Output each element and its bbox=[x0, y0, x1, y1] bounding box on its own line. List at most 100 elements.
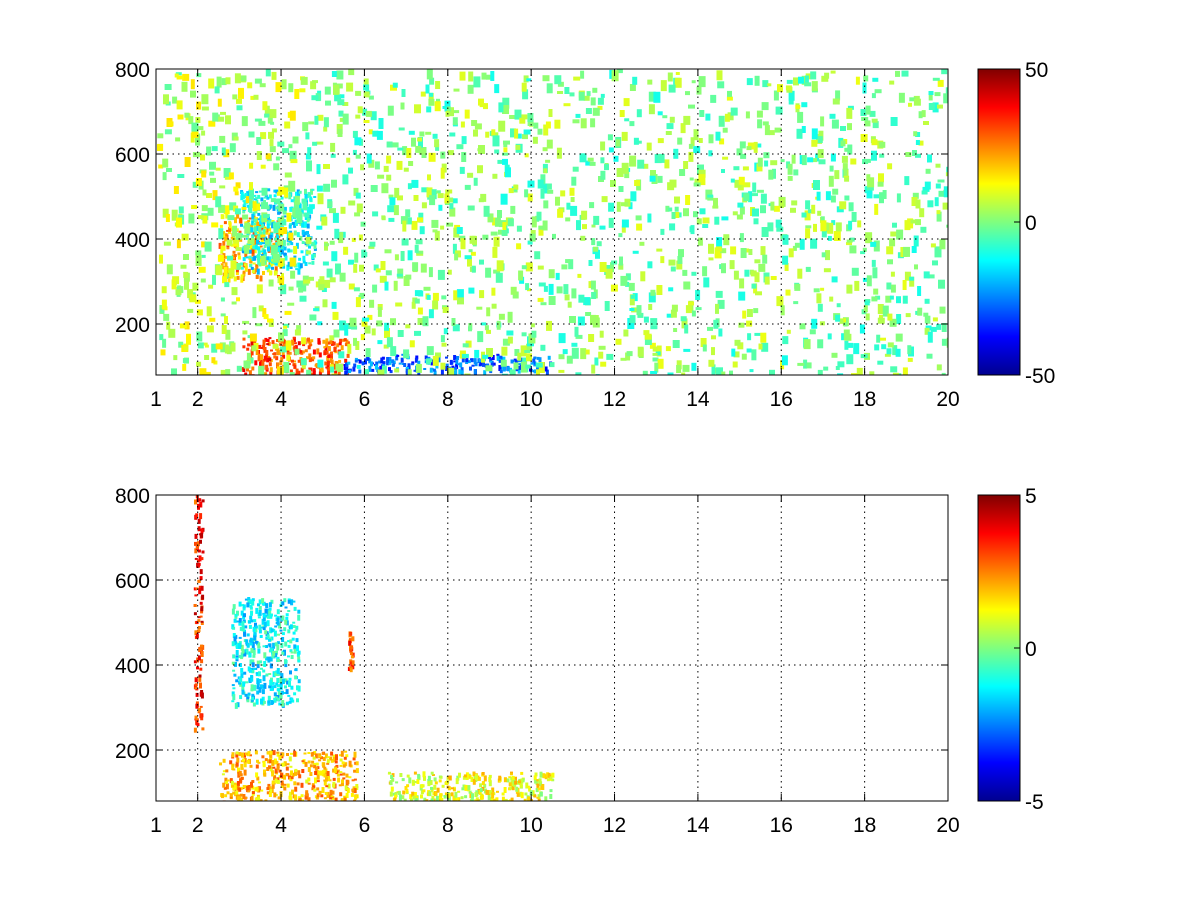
heatmap-cell bbox=[503, 787, 507, 793]
heatmap-cell bbox=[311, 254, 315, 260]
heatmap-cell bbox=[192, 282, 199, 291]
heatmap-cell bbox=[276, 779, 280, 784]
heatmap-cell bbox=[818, 159, 826, 165]
heatmap-cell bbox=[272, 642, 276, 649]
heatmap-cell bbox=[313, 751, 317, 755]
heatmap-cell bbox=[761, 102, 769, 111]
heatmap-cell bbox=[757, 119, 763, 129]
heatmap-cell bbox=[844, 175, 850, 182]
heatmap-cell bbox=[456, 144, 464, 150]
heatmap-cell bbox=[383, 165, 389, 172]
heatmap-cell bbox=[264, 630, 268, 635]
heatmap-cell bbox=[325, 341, 329, 348]
heatmap-cell bbox=[684, 324, 689, 334]
heatmap-cell bbox=[473, 358, 477, 365]
heatmap-cell bbox=[266, 343, 270, 346]
heatmap-cell bbox=[471, 793, 474, 799]
heatmap-cell bbox=[300, 358, 307, 366]
heatmap-cell bbox=[312, 370, 316, 375]
heatmap-cell bbox=[863, 305, 868, 313]
heatmap-cell bbox=[311, 760, 315, 764]
heatmap-cell bbox=[668, 207, 673, 212]
heatmap-cell bbox=[632, 76, 638, 85]
heatmap-cell bbox=[254, 197, 258, 200]
heatmap-cell bbox=[294, 794, 298, 801]
heatmap-cell bbox=[344, 343, 348, 347]
heatmap-cell bbox=[294, 195, 300, 205]
heatmap-cell bbox=[380, 261, 386, 270]
heatmap-cell bbox=[453, 290, 458, 301]
heatmap-cell bbox=[314, 115, 319, 125]
heatmap-cell bbox=[401, 89, 406, 97]
heatmap-cell bbox=[176, 75, 184, 80]
heatmap-cell bbox=[688, 151, 694, 162]
heatmap-cell bbox=[329, 208, 336, 214]
heatmap-cell bbox=[261, 187, 268, 196]
heatmap-cell bbox=[871, 296, 878, 302]
heatmap-cell bbox=[829, 165, 834, 172]
heatmap-cell bbox=[377, 369, 385, 375]
heatmap-cell bbox=[226, 245, 230, 250]
heatmap-cell bbox=[261, 248, 265, 252]
heatmap-cell bbox=[349, 631, 353, 636]
heatmap-cell bbox=[246, 786, 250, 792]
heatmap-cell bbox=[322, 299, 328, 308]
heatmap-cell bbox=[428, 791, 432, 797]
heatmap-cell bbox=[575, 113, 581, 118]
heatmap-cell bbox=[255, 275, 259, 279]
heatmap-cell bbox=[890, 117, 898, 126]
heatmap-cell bbox=[193, 684, 197, 690]
heatmap-cell bbox=[260, 164, 266, 169]
heatmap-cell bbox=[457, 790, 461, 793]
heatmap-cell bbox=[177, 114, 184, 120]
heatmap-cell bbox=[249, 263, 253, 267]
heatmap-cell bbox=[402, 220, 407, 232]
heatmap-cell bbox=[829, 296, 834, 302]
heatmap-cell bbox=[197, 626, 201, 629]
heatmap-cell bbox=[321, 751, 325, 755]
heatmap-cell bbox=[869, 371, 875, 375]
heatmap-cell bbox=[351, 779, 355, 782]
heatmap-cell bbox=[580, 348, 587, 360]
heatmap-cell bbox=[248, 357, 254, 364]
heatmap-cell bbox=[270, 636, 274, 641]
heatmap-cell bbox=[304, 188, 307, 195]
heatmap-cell bbox=[324, 753, 328, 759]
x-tick-label: 12 bbox=[603, 388, 626, 411]
heatmap-cell bbox=[426, 792, 430, 796]
heatmap-cell bbox=[235, 790, 239, 796]
heatmap-cell bbox=[292, 631, 296, 635]
heatmap-cell bbox=[585, 349, 590, 355]
heatmap-cell bbox=[236, 213, 240, 219]
heatmap-cell bbox=[248, 668, 252, 673]
heatmap-cell bbox=[220, 297, 225, 302]
heatmap-cell bbox=[599, 330, 604, 338]
heatmap-cell bbox=[194, 548, 198, 554]
heatmap-cell bbox=[497, 159, 503, 164]
heatmap-cell bbox=[665, 131, 672, 135]
heatmap-cell bbox=[209, 317, 216, 322]
heatmap-cell bbox=[690, 137, 695, 147]
heatmap-cell bbox=[403, 276, 410, 286]
heatmap-cell bbox=[317, 359, 324, 368]
heatmap-cell bbox=[253, 94, 259, 100]
heatmap-cell bbox=[273, 630, 277, 637]
heatmap-cell bbox=[754, 272, 760, 283]
heatmap-cell bbox=[474, 349, 480, 358]
heatmap-cell bbox=[427, 174, 431, 181]
heatmap-cell bbox=[395, 354, 399, 361]
heatmap-cell bbox=[650, 170, 656, 178]
heatmap-cell bbox=[917, 286, 922, 296]
heatmap-cell bbox=[321, 216, 328, 226]
heatmap-cell bbox=[635, 215, 642, 221]
heatmap-cell bbox=[232, 225, 238, 237]
heatmap-cell bbox=[746, 78, 753, 86]
heatmap-cell bbox=[683, 348, 691, 352]
heatmap-cell bbox=[262, 339, 266, 346]
heatmap-cell bbox=[820, 116, 825, 127]
heatmap-cell bbox=[334, 361, 338, 363]
heatmap-cell bbox=[467, 172, 474, 178]
heatmap-cell bbox=[353, 769, 357, 773]
heatmap-cell bbox=[295, 268, 299, 271]
